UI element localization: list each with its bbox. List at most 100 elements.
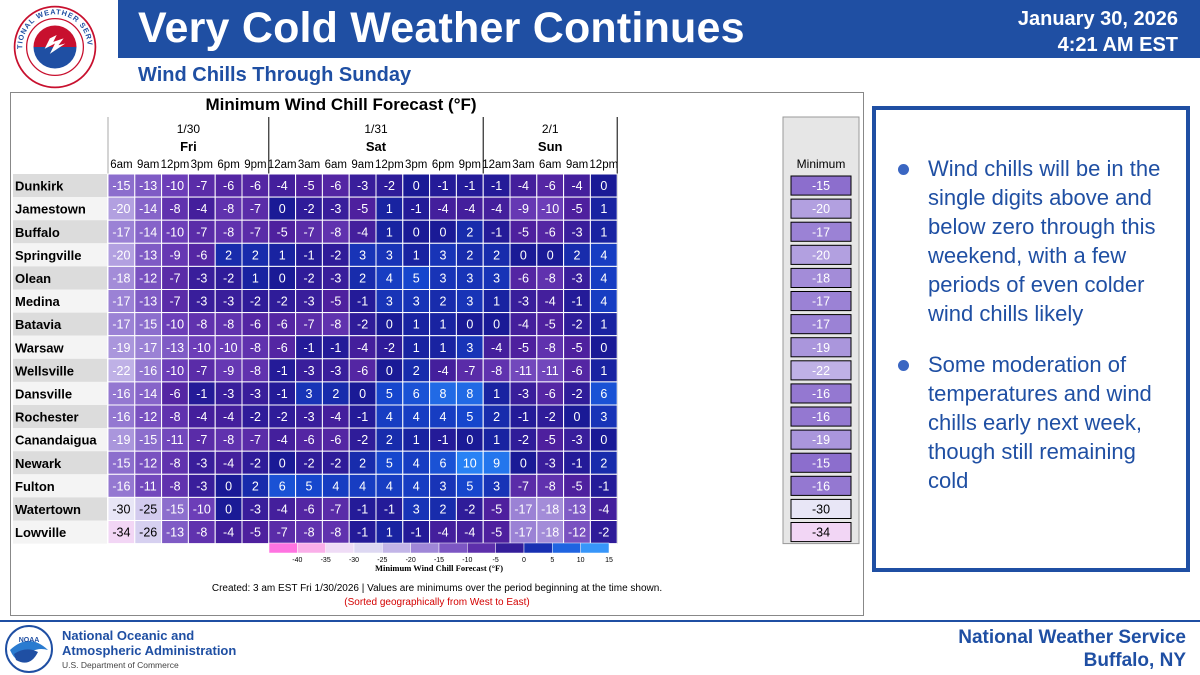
minimum-value: -30	[812, 502, 830, 516]
wind-chill-value: -3	[250, 502, 261, 516]
wind-chill-value: -1	[571, 295, 582, 309]
wind-chill-value: -4	[223, 410, 234, 424]
wind-chill-value: -9	[223, 364, 234, 378]
wind-chill-value: 5	[386, 456, 393, 470]
wind-chill-value: 2	[225, 248, 232, 262]
wind-chill-value: -5	[571, 341, 582, 355]
legend-tick-label: -30	[349, 557, 359, 564]
legend-tick-label: -10	[462, 557, 472, 564]
wind-chill-value: -3	[571, 433, 582, 447]
location-label: Fulton	[15, 479, 55, 494]
wind-chill-value: 4	[359, 479, 366, 493]
wind-chill-value: -8	[330, 526, 341, 540]
wind-chill-value: -1	[357, 526, 368, 540]
wind-chill-value: 3	[466, 295, 473, 309]
wind-chill-value: -14	[139, 202, 157, 216]
minimum-cell	[790, 452, 852, 473]
day-name-label: Sat	[366, 139, 387, 154]
wind-chill-value: -5	[491, 502, 502, 516]
minimum-cell	[790, 198, 852, 219]
wind-chill-value: 4	[386, 479, 393, 493]
wind-chill-value: -17	[139, 341, 157, 355]
location-cell	[13, 266, 107, 290]
wind-chill-value: -17	[112, 318, 130, 332]
wind-chill-value: 6	[600, 387, 607, 401]
wind-chill-value: 2	[574, 248, 581, 262]
wind-chill-value: -5	[491, 526, 502, 540]
office-line2: Buffalo, NY	[1083, 650, 1186, 671]
wind-chill-value: -4	[277, 179, 288, 193]
wind-chill-value: -6	[277, 318, 288, 332]
legend-tick-label: -35	[321, 557, 331, 564]
legend-tick-label: 5	[550, 557, 554, 564]
wind-chill-value: -2	[303, 202, 314, 216]
wind-chill-value: -2	[571, 387, 582, 401]
wind-chill-value: -1	[437, 179, 448, 193]
time-label: 9am	[137, 159, 159, 171]
wind-chill-value: 10	[463, 456, 477, 470]
minimum-value: -20	[812, 202, 830, 216]
wind-chill-value: 1	[600, 225, 607, 239]
wind-chill-value: -16	[139, 364, 157, 378]
wind-chill-value: -3	[196, 456, 207, 470]
wind-chill-value: 3	[493, 479, 500, 493]
time-label: 3pm	[191, 159, 213, 171]
legend-color-swatch	[382, 542, 411, 554]
minimum-value: -16	[812, 387, 830, 401]
location-label: Lowville	[15, 525, 66, 540]
wind-chill-value: 0	[413, 179, 420, 193]
location-label: Warsaw	[15, 340, 65, 355]
wind-chill-value: -2	[303, 456, 314, 470]
wind-chill-value: -10	[193, 341, 211, 355]
wind-chill-value: 1	[279, 248, 286, 262]
minimum-value: -15	[812, 456, 830, 470]
minimum-cell	[790, 522, 852, 543]
wind-chill-value: -15	[139, 318, 157, 332]
day-name-label: Sun	[538, 139, 563, 154]
wind-chill-value: -1	[411, 202, 422, 216]
wind-chill-value: 4	[413, 479, 420, 493]
wind-chill-value: -1	[330, 341, 341, 355]
wind-chill-value: -4	[437, 526, 448, 540]
wind-chill-value: 0	[547, 248, 554, 262]
minimum-value: -34	[812, 526, 830, 540]
minimum-value: -19	[812, 433, 830, 447]
wind-chill-value: -11	[140, 479, 157, 493]
wind-chill-value: -2	[598, 526, 609, 540]
wind-chill-value: -17	[112, 295, 130, 309]
wind-chill-value: -13	[139, 248, 157, 262]
wind-chill-value: 3	[440, 271, 447, 285]
time-label: 9am	[566, 159, 588, 171]
wind-chill-value: 1	[493, 387, 500, 401]
wind-chill-value: -3	[330, 202, 341, 216]
minimum-cell	[790, 498, 852, 519]
location-cell	[13, 358, 107, 382]
minimum-cell	[790, 175, 852, 196]
summary-bullet-text: Wind chills will be in the single digits…	[928, 156, 1161, 326]
wind-chill-value: 4	[600, 295, 607, 309]
wind-chill-value: -5	[571, 202, 582, 216]
time-label: 12am	[268, 159, 297, 171]
wind-chill-value: -2	[384, 341, 395, 355]
wind-chill-value: -13	[568, 502, 586, 516]
legend-tick-label: 0	[522, 557, 526, 564]
wind-chill-value: 3	[466, 271, 473, 285]
wind-chill-value: -2	[250, 410, 261, 424]
wind-chill-value: -7	[250, 433, 261, 447]
noaa-name: National Oceanic and Atmospheric Adminis…	[62, 628, 236, 673]
wind-chill-value: -8	[545, 341, 556, 355]
wind-chill-value: -8	[169, 456, 180, 470]
wind-chill-value: -4	[518, 179, 529, 193]
summary-bullet-text: Some moderation of temperatures and wind…	[928, 352, 1152, 493]
wind-chill-value: -2	[518, 433, 529, 447]
wind-chill-value: 4	[413, 456, 420, 470]
wind-chill-value: -4	[464, 526, 475, 540]
wind-chill-value: 0	[600, 179, 607, 193]
wind-chill-value: -20	[112, 248, 130, 262]
time-label: 12pm	[589, 159, 618, 171]
time-label: 6pm	[432, 159, 454, 171]
location-label: Batavia	[15, 317, 62, 332]
legend-color-swatch	[495, 542, 525, 554]
wind-chill-value: 0	[440, 225, 447, 239]
wind-chill-value: -1	[437, 433, 448, 447]
